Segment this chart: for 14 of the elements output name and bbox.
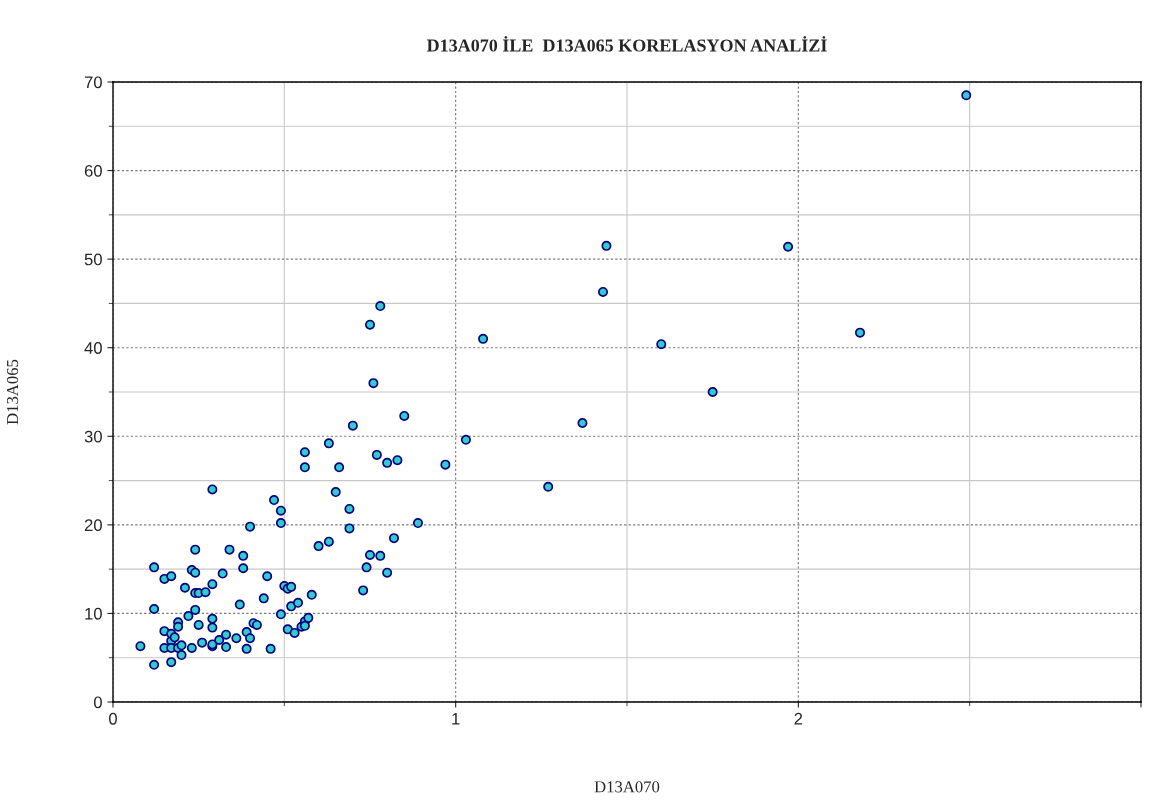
y-tick-label: 60 [84,164,102,177]
x-tick-label: 0 [109,712,117,725]
y-tick-label: 40 [84,342,102,354]
x-tick-label: 1 [452,713,460,725]
y-tick-label: 0 [93,696,102,709]
y-tick-label: 70 [84,76,102,89]
x-axis-title: D13A070 [594,781,660,793]
y-tick-label: 50 [84,253,102,266]
y-tick-label: 10 [85,607,102,620]
x-tick-label: 2 [794,712,803,725]
y-tick-label: 20 [84,519,102,532]
y-axis-title: D13A065 [6,359,19,425]
chart-title: D13A070 İLE D13A065 KORELASYON ANALİZİ [426,36,827,52]
y-tick-label: 30 [84,430,102,443]
